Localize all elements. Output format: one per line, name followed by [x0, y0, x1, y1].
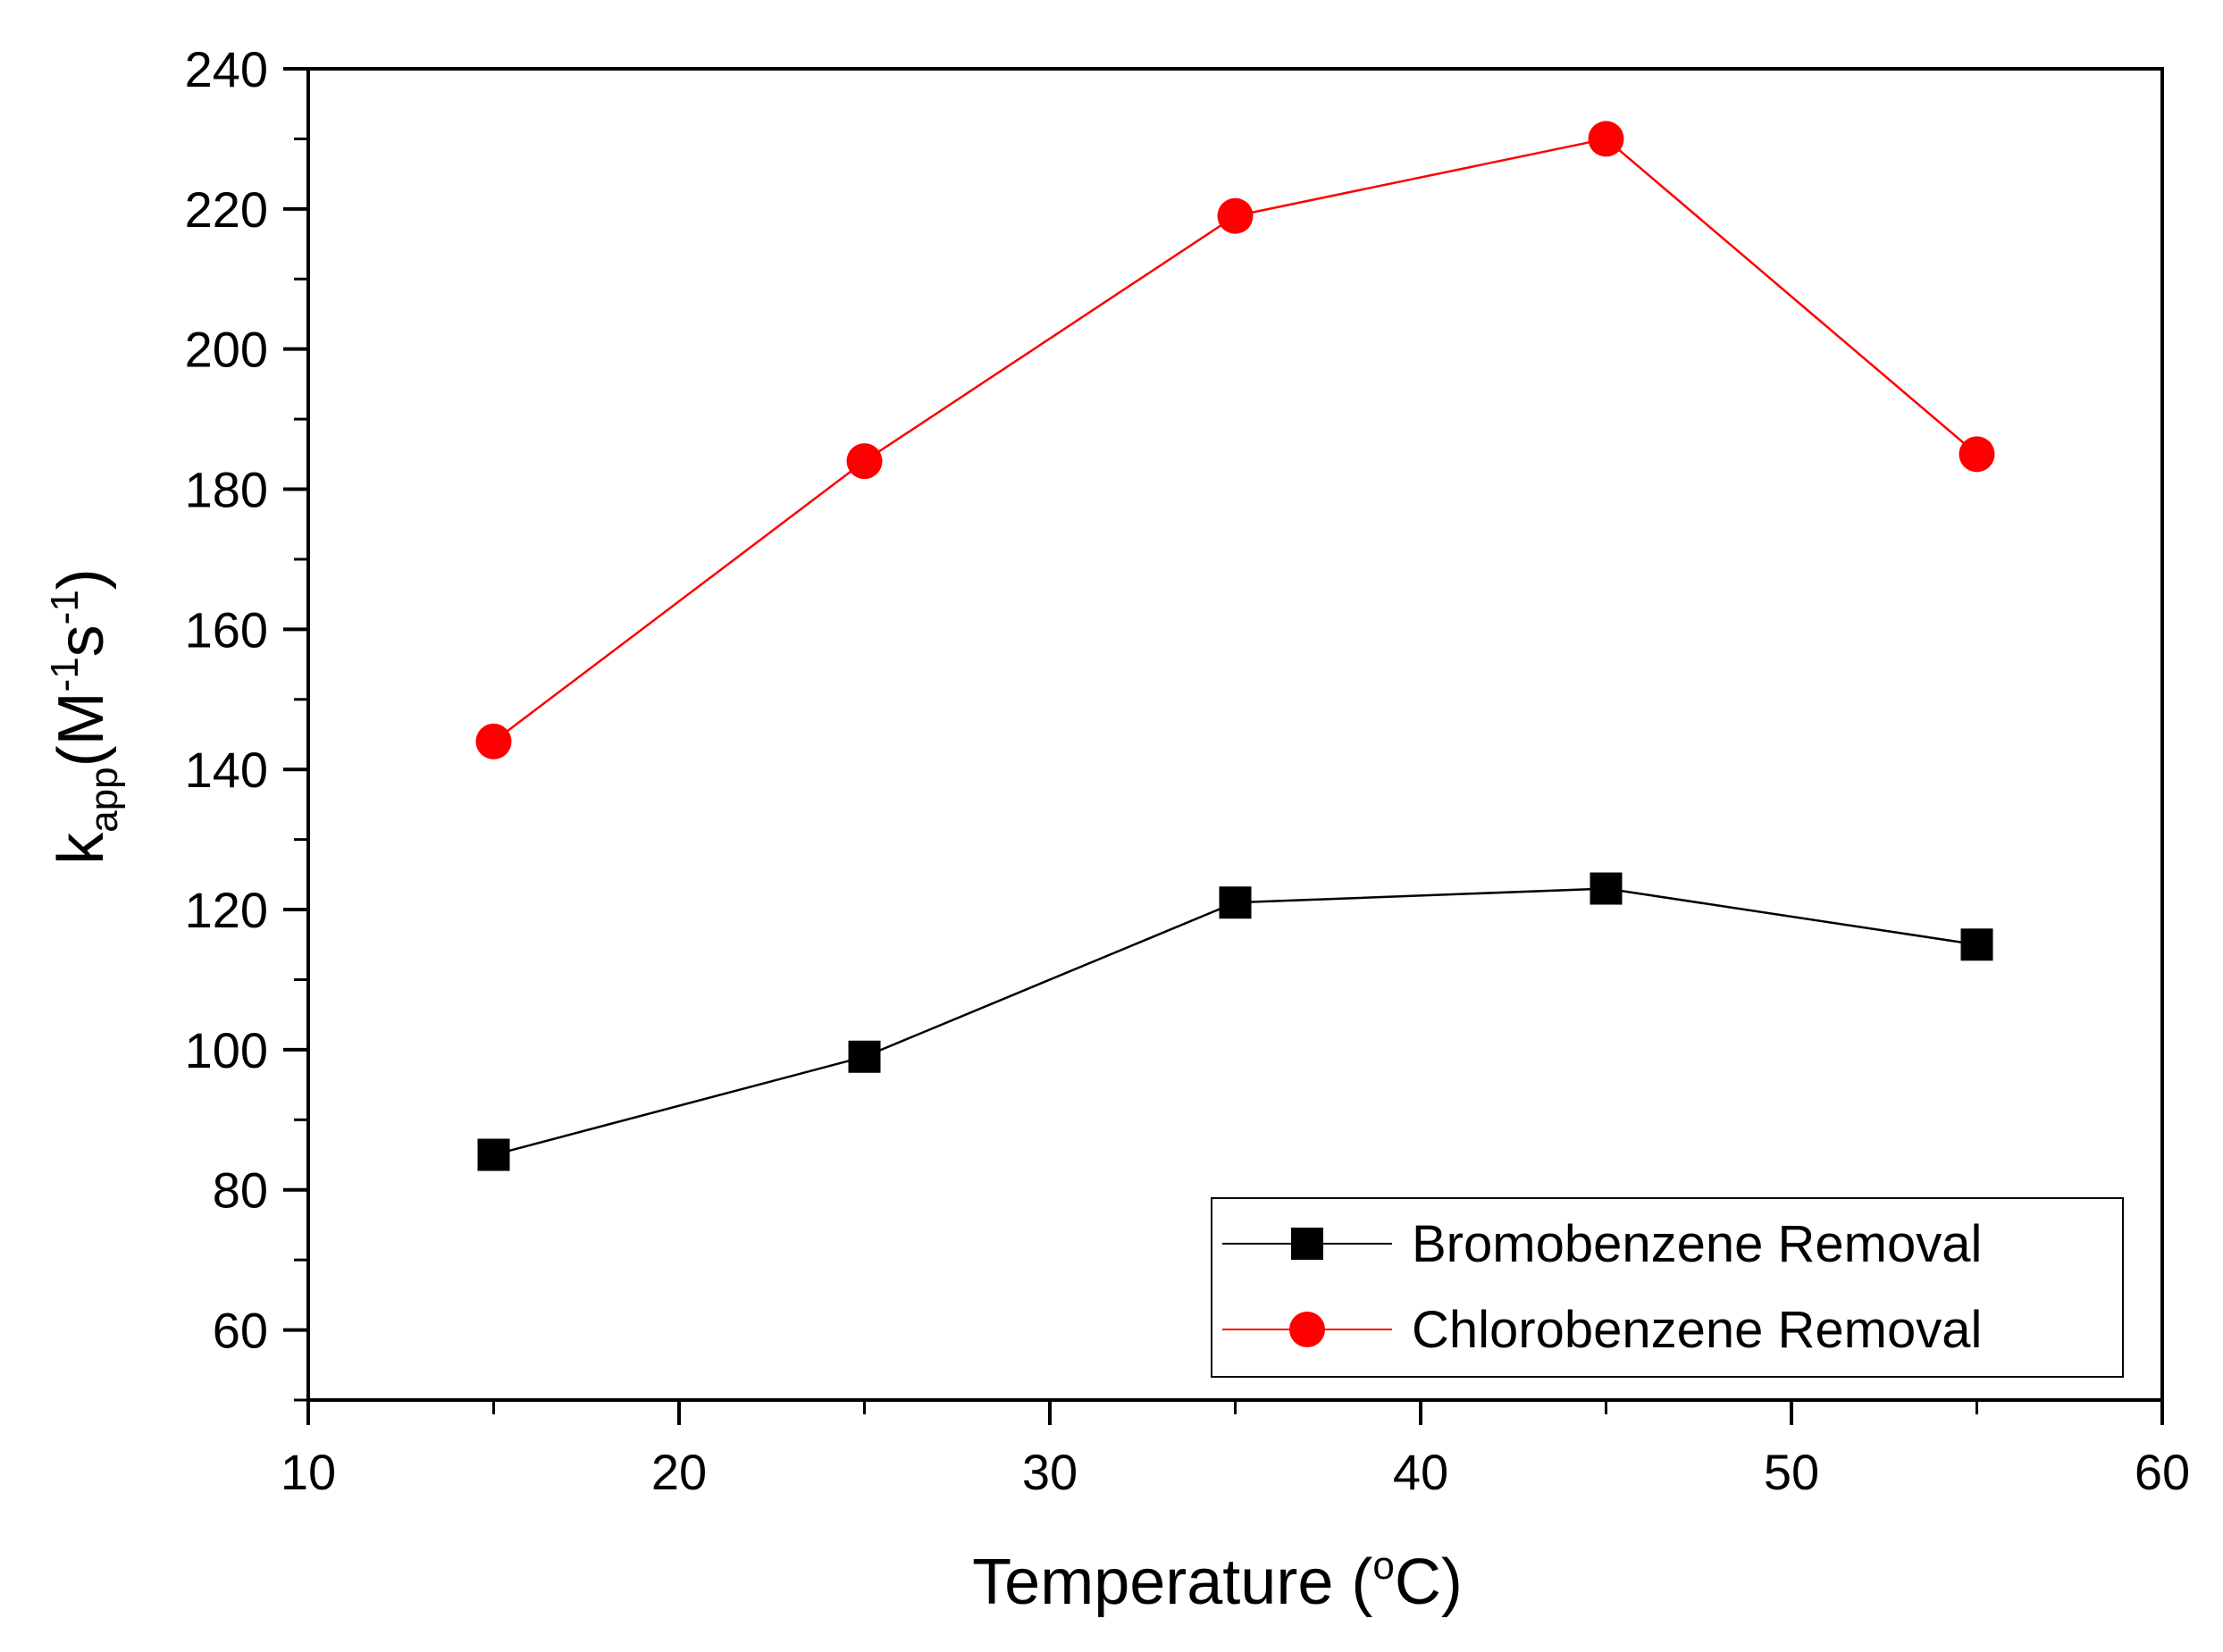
series-line-bromobenzene-removal: [493, 887, 1977, 1156]
x-tick-label-60: 60: [2135, 1444, 2190, 1500]
y-axis-title-k: k: [46, 832, 117, 865]
data-point-bromobenzene-removal-25: [848, 1040, 881, 1073]
y-axis-title: kapp(M-1s-1): [43, 568, 126, 865]
legend-label-bromobenzene: Bromobenzene Removal: [1412, 1215, 1982, 1273]
legend-marker-chlorobenzene: [1289, 1312, 1325, 1347]
x-tick-label-20: 20: [651, 1444, 707, 1500]
data-point-bromobenzene-removal-55: [1960, 928, 1993, 961]
data-point-chlorobenzene-removal-15: [475, 723, 512, 759]
legend-label-chlorobenzene: Chlorobenzene Removal: [1412, 1301, 1982, 1359]
axes-layer: 10 20 30 40 50 60 60 80 100 120 140 160 180 200 220 240: [185, 41, 2191, 1500]
x-tick-label-50: 50: [1764, 1444, 1819, 1500]
y-tick-label-240: 240: [185, 41, 268, 97]
y-axis-title-sup2: -1: [43, 590, 87, 625]
data-point-bromobenzene-removal-35: [1219, 886, 1252, 919]
y-axis-title-close: ): [46, 568, 117, 590]
data-point-chlorobenzene-removal-45: [1588, 121, 1624, 157]
y-tick-label-120: 120: [185, 882, 268, 938]
data-point-chlorobenzene-removal-55: [1959, 436, 1995, 473]
y-tick-label-80: 80: [213, 1162, 268, 1219]
y-tick-label-140: 140: [185, 742, 268, 798]
y-axis-title-s: s: [46, 625, 117, 657]
x-axis-title: Temperature (oC): [972, 1544, 1463, 1618]
data-point-bromobenzene-removal-15: [477, 1138, 510, 1171]
y-axis-title-open: (M: [46, 692, 117, 767]
series-layer: [475, 121, 1995, 1171]
data-point-chlorobenzene-removal-25: [846, 443, 883, 480]
y-axis-title-sup1: -1: [43, 657, 87, 692]
data-point-bromobenzene-removal-45: [1590, 872, 1623, 905]
x-tick-label-40: 40: [1393, 1444, 1448, 1500]
legend-box: [1211, 1197, 2124, 1378]
legend-marker-bromobenzene: [1291, 1228, 1323, 1260]
y-tick-label-200: 200: [185, 322, 268, 378]
y-tick-label-160: 160: [185, 601, 268, 658]
legend: Bromobenzene Removal Chlorobenzene Remov…: [1211, 1197, 2124, 1378]
y-tick-label-60: 60: [213, 1303, 268, 1359]
x-axis-title-sup: o: [1372, 1544, 1394, 1588]
x-tick-label-10: 10: [281, 1444, 336, 1500]
data-point-chlorobenzene-removal-35: [1217, 197, 1254, 234]
x-tick-label-30: 30: [1022, 1444, 1078, 1500]
x-axis-title-tail: C): [1395, 1547, 1463, 1618]
x-axis-title-main: Temperature (: [972, 1547, 1372, 1618]
y-tick-label-220: 220: [185, 181, 268, 238]
y-tick-label-100: 100: [185, 1022, 268, 1078]
y-tick-label-180: 180: [185, 462, 268, 518]
y-axis-title-sub: app: [82, 767, 126, 832]
